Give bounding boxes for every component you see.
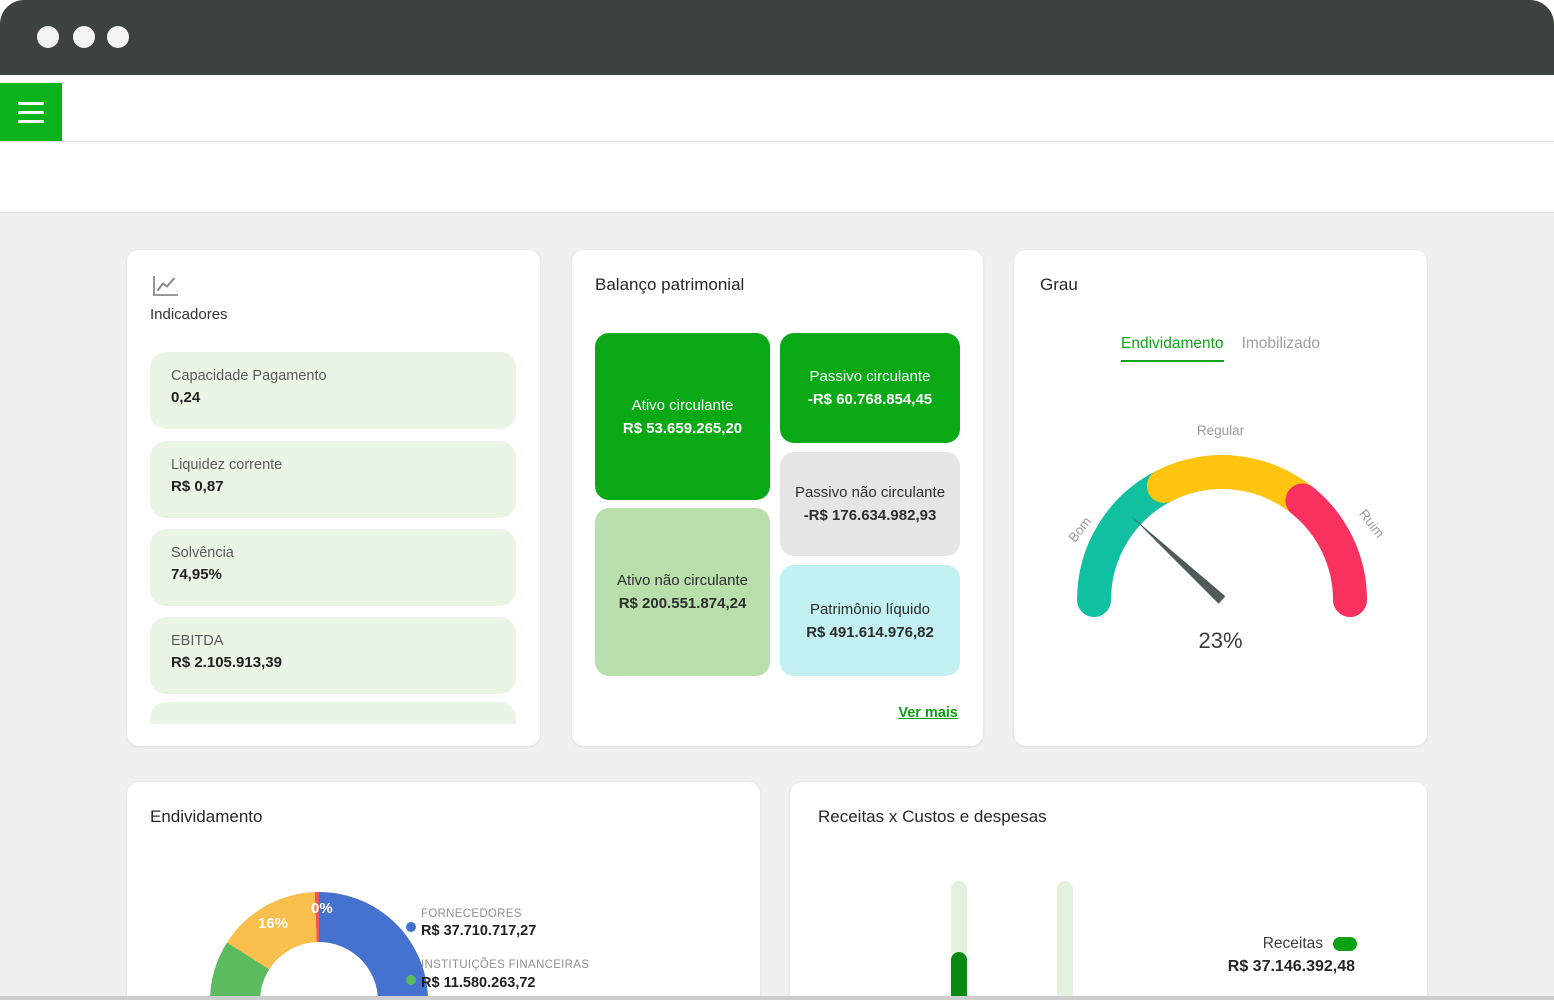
block-passivo-circulante: Passivo circulante -R$ 60.768.854,45 bbox=[780, 333, 960, 443]
block-value: -R$ 176.634.982,93 bbox=[804, 507, 937, 524]
slice-label-red: 0% bbox=[311, 900, 333, 917]
block-ativo-circulante: Ativo circulante R$ 53.659.265,20 bbox=[595, 333, 770, 500]
receitas-legend: Receitas bbox=[1263, 935, 1357, 953]
window-dot-3[interactable] bbox=[107, 26, 129, 48]
indicator-tile: Solvência 74,95% bbox=[150, 529, 516, 606]
indicator-label: Liquidez corrente bbox=[171, 457, 495, 473]
indicators-title: Indicadores bbox=[150, 306, 228, 323]
gauge-value: 23% bbox=[1014, 628, 1427, 654]
indicator-tile: Liquidez corrente R$ 0,87 bbox=[150, 441, 516, 518]
block-label: Ativo não circulante bbox=[617, 572, 748, 589]
indicator-value: 0,24 bbox=[171, 389, 495, 406]
balance-title: Balanço patrimonial bbox=[595, 275, 744, 295]
gauge-chart bbox=[1060, 446, 1384, 622]
gauge-label-regular: Regular bbox=[1014, 423, 1427, 438]
indicators-card: Indicadores Capacidade Pagamento 0,24 Li… bbox=[127, 250, 540, 746]
window-dot-1[interactable] bbox=[37, 26, 59, 48]
receitas-card: Receitas x Custos e despesas Receitas R$… bbox=[790, 782, 1427, 1000]
receitas-legend-label: Receitas bbox=[1263, 935, 1323, 953]
indicator-value: R$ 0,87 bbox=[171, 478, 495, 495]
block-patrimonio-liquido: Patrimônio líquido R$ 491.614.976,82 bbox=[780, 565, 960, 676]
indicator-tile-partial bbox=[150, 702, 516, 724]
grau-card: Grau Endividamento Imobilizado Regular B… bbox=[1014, 250, 1427, 746]
receitas-title: Receitas x Custos e despesas bbox=[818, 807, 1047, 827]
indicator-label: EBITDA bbox=[171, 633, 495, 649]
window-dot-2[interactable] bbox=[73, 26, 95, 48]
tab-endividamento[interactable]: Endividamento bbox=[1121, 335, 1224, 362]
indicator-value: R$ 2.105.913,39 bbox=[171, 654, 495, 671]
indicator-tile: Capacidade Pagamento 0,24 bbox=[150, 352, 516, 429]
block-ativo-nao-circulante: Ativo não circulante R$ 200.551.874,24 bbox=[595, 508, 770, 676]
hamburger-menu-button[interactable] bbox=[0, 83, 62, 141]
block-label: Passivo circulante bbox=[810, 368, 931, 385]
block-value: R$ 491.614.976,82 bbox=[806, 624, 934, 641]
indicator-label: Solvência bbox=[171, 545, 495, 561]
app-bar: Connectere +GESTÃO3 Produtor CONNECTERE … bbox=[0, 75, 1554, 142]
gauge-needle bbox=[1131, 516, 1225, 604]
bar-fill-receitas bbox=[951, 952, 967, 1000]
balance-sheet-card: Balanço patrimonial Ativo circulante R$ … bbox=[572, 250, 983, 746]
block-value: -R$ 60.768.854,45 bbox=[808, 391, 932, 408]
grau-title: Grau bbox=[1040, 275, 1078, 295]
block-label: Patrimônio líquido bbox=[810, 601, 930, 618]
window-titlebar bbox=[0, 0, 1554, 75]
block-label: Ativo circulante bbox=[632, 397, 734, 414]
block-passivo-nao-circulante: Passivo não circulante -R$ 176.634.982,9… bbox=[780, 452, 960, 556]
screenshot-stage: Connectere +GESTÃO3 Produtor CONNECTERE … bbox=[0, 0, 1554, 1000]
screenshot-bottom-edge bbox=[0, 996, 1554, 1000]
legend-label: INSTITUIÇÕES FINANCEIRAS bbox=[421, 959, 589, 971]
block-value: R$ 200.551.874,24 bbox=[619, 595, 747, 612]
legend-value: R$ 37.710.717,27 bbox=[421, 923, 536, 939]
endividamento-card: Endividamento 0% 16% FORNECEDORES R$ 37.… bbox=[127, 782, 760, 1000]
page-header: Painel contábil Dezembro 2024 Filtrar bbox=[0, 142, 1554, 213]
slice-label-yellow: 16% bbox=[258, 915, 288, 932]
indicator-tile: EBITDA R$ 2.105.913,39 bbox=[150, 617, 516, 694]
ver-mais-link[interactable]: Ver mais bbox=[898, 705, 958, 721]
hamburger-icon bbox=[18, 102, 44, 105]
legend-dot-instituicoes bbox=[406, 975, 416, 985]
block-value: R$ 53.659.265,20 bbox=[623, 420, 742, 437]
legend-value: R$ 11.580.263,72 bbox=[421, 975, 536, 991]
endividamento-title: Endividamento bbox=[150, 807, 262, 827]
grau-tabs: Endividamento Imobilizado bbox=[1014, 335, 1427, 362]
line-chart-icon bbox=[152, 274, 180, 303]
legend-label: FORNECEDORES bbox=[421, 908, 522, 920]
indicator-label: Capacidade Pagamento bbox=[171, 368, 495, 384]
block-label: Passivo não circulante bbox=[795, 484, 945, 501]
tab-imobilizado[interactable]: Imobilizado bbox=[1242, 335, 1320, 362]
receitas-legend-value: R$ 37.146.392,48 bbox=[1228, 958, 1355, 976]
bar-track-2 bbox=[1057, 881, 1073, 1000]
receitas-legend-swatch bbox=[1333, 937, 1357, 951]
indicator-value: 74,95% bbox=[171, 566, 495, 583]
legend-dot-fornecedores bbox=[406, 922, 416, 932]
